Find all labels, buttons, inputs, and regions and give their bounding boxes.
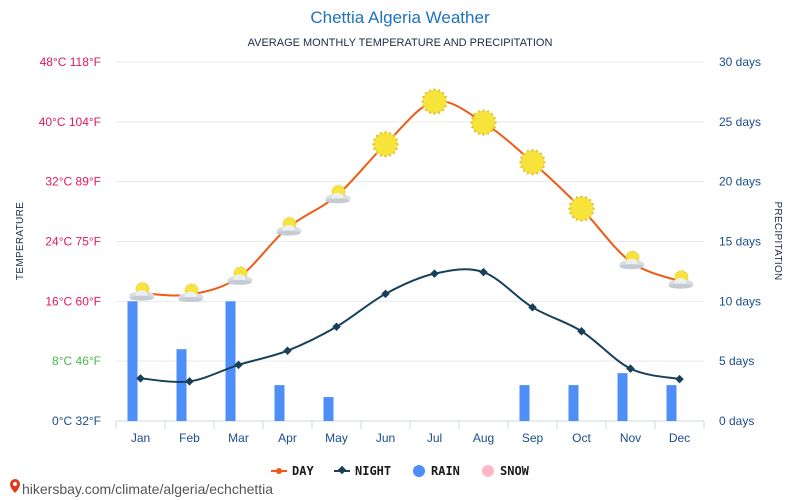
month-label: Mar xyxy=(228,431,249,445)
partly-cloudy-icon xyxy=(178,283,204,303)
night-point[interactable] xyxy=(675,374,684,384)
partly-cloudy-icon xyxy=(619,250,645,270)
legend-snow-icon xyxy=(482,465,494,477)
sun-icon xyxy=(518,148,547,176)
right-axis-labels: 0 days 5 days 10 days 15 days 20 days 25 days… xyxy=(719,55,761,428)
legend-night-marker-icon xyxy=(337,465,347,475)
sun-icon xyxy=(371,130,400,159)
right-tick-label: 25 days xyxy=(719,115,761,129)
partly-cloudy-icon xyxy=(276,216,302,236)
left-axis-title: TEMPERATURE xyxy=(15,202,26,280)
cloud-icon xyxy=(668,278,694,289)
night-point[interactable] xyxy=(234,360,243,370)
night-point[interactable] xyxy=(528,303,537,312)
partly-cloudy-icon xyxy=(325,184,351,204)
month-label: Jul xyxy=(427,431,442,445)
left-tick-label: 24°C 75°F xyxy=(45,235,101,249)
night-point[interactable] xyxy=(283,346,292,355)
cloud-icon xyxy=(227,274,253,285)
left-tick-label: 8°C 46°F xyxy=(52,354,101,368)
legend: DAY NIGHT RAIN SNOW xyxy=(271,464,530,478)
cloud-icon xyxy=(619,258,645,270)
rain-bar[interactable] xyxy=(274,385,285,421)
night-series xyxy=(136,267,684,386)
month-label: Nov xyxy=(620,431,641,445)
left-tick-label: 16°C 60°F xyxy=(45,294,101,308)
right-tick-label: 20 days xyxy=(719,175,761,189)
rain-bar[interactable] xyxy=(225,301,236,421)
chart-title: Chettia Algeria Weather xyxy=(310,8,490,27)
x-axis-ticks xyxy=(115,421,705,429)
cloud-icon xyxy=(276,225,302,236)
cloud-icon xyxy=(178,291,204,303)
partly-cloudy-icon xyxy=(129,281,155,301)
night-point[interactable] xyxy=(479,267,488,277)
month-label: Dec xyxy=(669,431,690,445)
legend-rain-label: RAIN xyxy=(431,464,460,478)
month-label: Aug xyxy=(473,431,494,445)
right-tick-label: 30 days xyxy=(719,55,761,69)
month-label: Sep xyxy=(522,431,544,445)
rain-bar[interactable] xyxy=(568,385,579,421)
rain-bar[interactable] xyxy=(323,397,334,421)
night-temperature-line xyxy=(140,268,680,383)
day-series xyxy=(140,100,680,297)
chart-subtitle: AVERAGE MONTHLY TEMPERATURE AND PRECIPIT… xyxy=(248,37,553,49)
day-temperature-line xyxy=(140,100,680,297)
left-tick-label: 32°C 89°F xyxy=(45,175,101,189)
month-label: Jun xyxy=(376,431,395,445)
gridlines xyxy=(116,61,704,422)
left-tick-label: 0°C 32°F xyxy=(52,414,101,428)
legend-rain[interactable]: RAIN xyxy=(413,464,460,478)
month-label: Jan xyxy=(131,431,150,445)
month-label: Oct xyxy=(572,431,591,445)
legend-night-label: NIGHT xyxy=(355,464,391,478)
partly-cloudy-icon xyxy=(227,265,253,285)
night-point[interactable] xyxy=(185,377,194,386)
legend-day-marker-icon xyxy=(276,468,282,474)
month-label: Feb xyxy=(179,431,200,445)
cloud-icon xyxy=(129,290,155,301)
left-tick-label: 40°C 104°F xyxy=(39,115,101,129)
night-point[interactable] xyxy=(430,269,439,278)
night-point[interactable] xyxy=(332,322,341,332)
partly-cloudy-icon xyxy=(668,269,694,289)
sun-icon xyxy=(469,108,498,137)
right-axis-title: PRECIPITATION xyxy=(772,201,783,280)
cloud-icon xyxy=(325,192,351,204)
right-tick-label: 15 days xyxy=(719,235,761,249)
month-label: Apr xyxy=(278,431,297,445)
rain-bar[interactable] xyxy=(176,349,187,421)
rain-bar[interactable] xyxy=(617,373,628,421)
right-tick-label: 10 days xyxy=(719,294,761,308)
source-url: hikersbay.com/climate/algeria/echchettia xyxy=(22,481,273,497)
source-link[interactable]: hikersbay.com/climate/algeria/echchettia xyxy=(10,479,273,497)
legend-day-label: DAY xyxy=(292,464,314,478)
rain-bar[interactable] xyxy=(666,385,677,421)
legend-night[interactable]: NIGHT xyxy=(334,464,391,478)
weather-icons xyxy=(129,87,694,303)
sun-icon xyxy=(420,87,449,116)
rain-bar[interactable] xyxy=(519,385,530,421)
legend-day[interactable]: DAY xyxy=(271,464,314,478)
left-tick-label: 48°C 118°F xyxy=(40,55,101,69)
sun-icon xyxy=(567,194,596,223)
right-tick-label: 0 days xyxy=(719,414,754,428)
legend-snow-label: SNOW xyxy=(500,464,530,478)
month-label: May xyxy=(325,431,348,445)
night-point[interactable] xyxy=(136,374,145,383)
night-point[interactable] xyxy=(577,327,586,336)
night-point[interactable] xyxy=(626,364,635,373)
right-tick-label: 5 days xyxy=(719,354,754,368)
left-axis-labels: 0°C 32°F 8°C 46°F 16°C 60°F 24°C 75°F 32°C 8… xyxy=(39,55,101,428)
legend-snow[interactable]: SNOW xyxy=(482,464,530,478)
rain-bar[interactable] xyxy=(127,301,138,421)
night-point[interactable] xyxy=(381,289,390,299)
legend-rain-icon xyxy=(413,465,425,477)
rain-bars xyxy=(127,301,677,421)
x-axis-labels: Jan Feb Mar Apr May Jun Jul Aug Sep Oct Nov Dec xyxy=(131,431,690,445)
